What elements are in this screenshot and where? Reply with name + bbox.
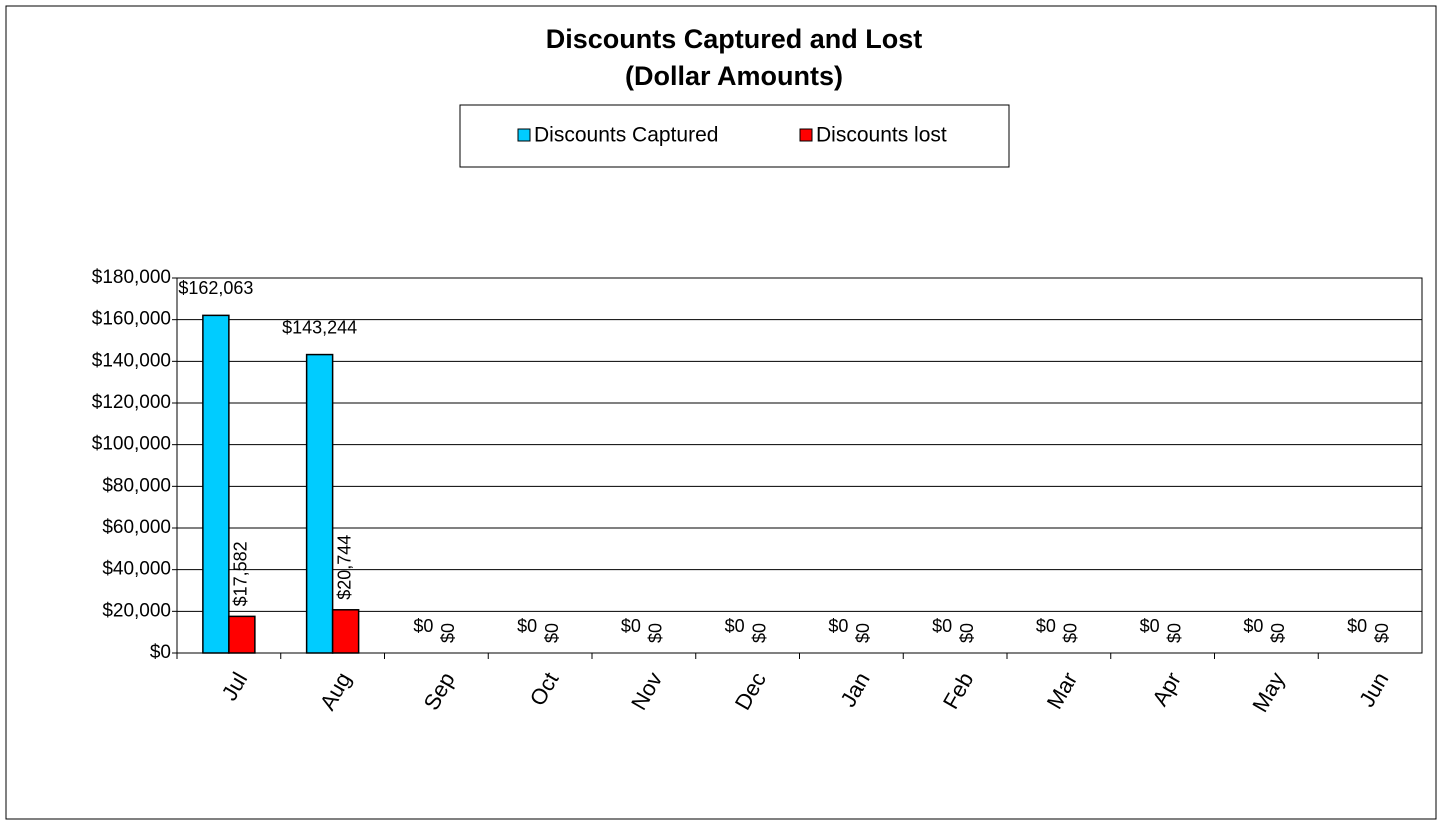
chart-title: Discounts Captured and Lost [546, 24, 923, 54]
bar [228, 615, 256, 654]
y-tick-label: $120,000 [92, 392, 171, 413]
bar [331, 609, 360, 654]
value-label: $0 [517, 616, 537, 636]
y-tick-label: $160,000 [92, 309, 171, 330]
y-tick-label: $80,000 [102, 475, 171, 496]
value-label: $20,744 [334, 535, 354, 600]
y-tick-label: $180,000 [92, 267, 171, 288]
value-label: $0 [932, 616, 952, 636]
bar [202, 314, 230, 654]
value-label: $0 [542, 623, 562, 643]
value-label: $0 [1164, 623, 1184, 643]
value-label: $0 [853, 623, 873, 643]
y-tick-label: $140,000 [92, 350, 171, 371]
bar [305, 353, 334, 654]
plot-area [176, 277, 1423, 654]
value-label: $17,582 [231, 541, 251, 606]
value-label: $0 [1243, 616, 1263, 636]
legend [459, 104, 1010, 168]
value-label: $143,244 [282, 317, 357, 337]
chart-subtitle: (Dollar Amounts) [625, 61, 843, 91]
y-tick-label: $40,000 [102, 559, 171, 580]
value-label: $0 [1372, 623, 1392, 643]
legend-label: Discounts lost [816, 124, 947, 147]
value-label: $0 [725, 616, 745, 636]
y-tick-label: $20,000 [102, 600, 171, 621]
value-label: $0 [1036, 616, 1056, 636]
legend-label: Discounts Captured [534, 124, 718, 147]
value-label: $0 [438, 623, 458, 643]
value-label: $0 [1268, 623, 1288, 643]
value-label: $0 [413, 616, 433, 636]
legend-swatch [517, 128, 531, 142]
value-label: $0 [957, 623, 977, 643]
y-tick-label: $0 [150, 642, 171, 663]
value-label: $0 [1140, 616, 1160, 636]
value-label: $0 [828, 616, 848, 636]
legend-swatch [799, 128, 813, 142]
y-tick-label: $100,000 [92, 434, 171, 455]
value-label: $0 [646, 623, 666, 643]
value-label: $0 [1347, 616, 1367, 636]
value-label: $0 [621, 616, 641, 636]
value-label: $0 [1061, 623, 1081, 643]
y-tick-label: $60,000 [102, 517, 171, 538]
value-label: $0 [749, 623, 769, 643]
value-label: $162,063 [178, 278, 253, 298]
